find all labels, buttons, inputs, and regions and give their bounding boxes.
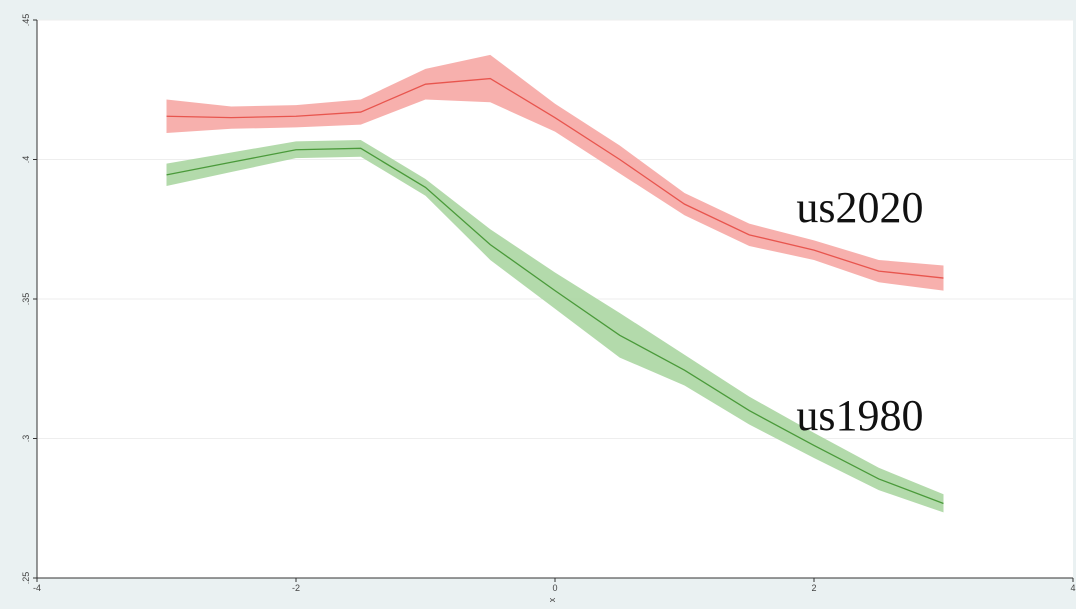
series-label: us1980 (796, 391, 923, 440)
x-tick-label: 0 (552, 583, 557, 593)
y-tick-label: .25 (21, 572, 31, 585)
x-tick-label: -4 (33, 583, 41, 593)
line (166, 147, 944, 505)
y-tick-label: .35 (21, 293, 31, 306)
series-label: us2020 (796, 183, 923, 232)
line (166, 77, 944, 279)
confidence-band (166, 139, 944, 513)
y-tick-label: .4 (21, 156, 31, 164)
y-tick-label: .45 (21, 14, 31, 27)
x-tick-label: -2 (292, 583, 300, 593)
confidence-band (166, 54, 944, 291)
y-tick-label: .3 (21, 435, 31, 443)
x-tick-label: 4 (1070, 583, 1075, 593)
x-axis-label: x (547, 597, 557, 602)
x-tick-label: 2 (811, 583, 816, 593)
